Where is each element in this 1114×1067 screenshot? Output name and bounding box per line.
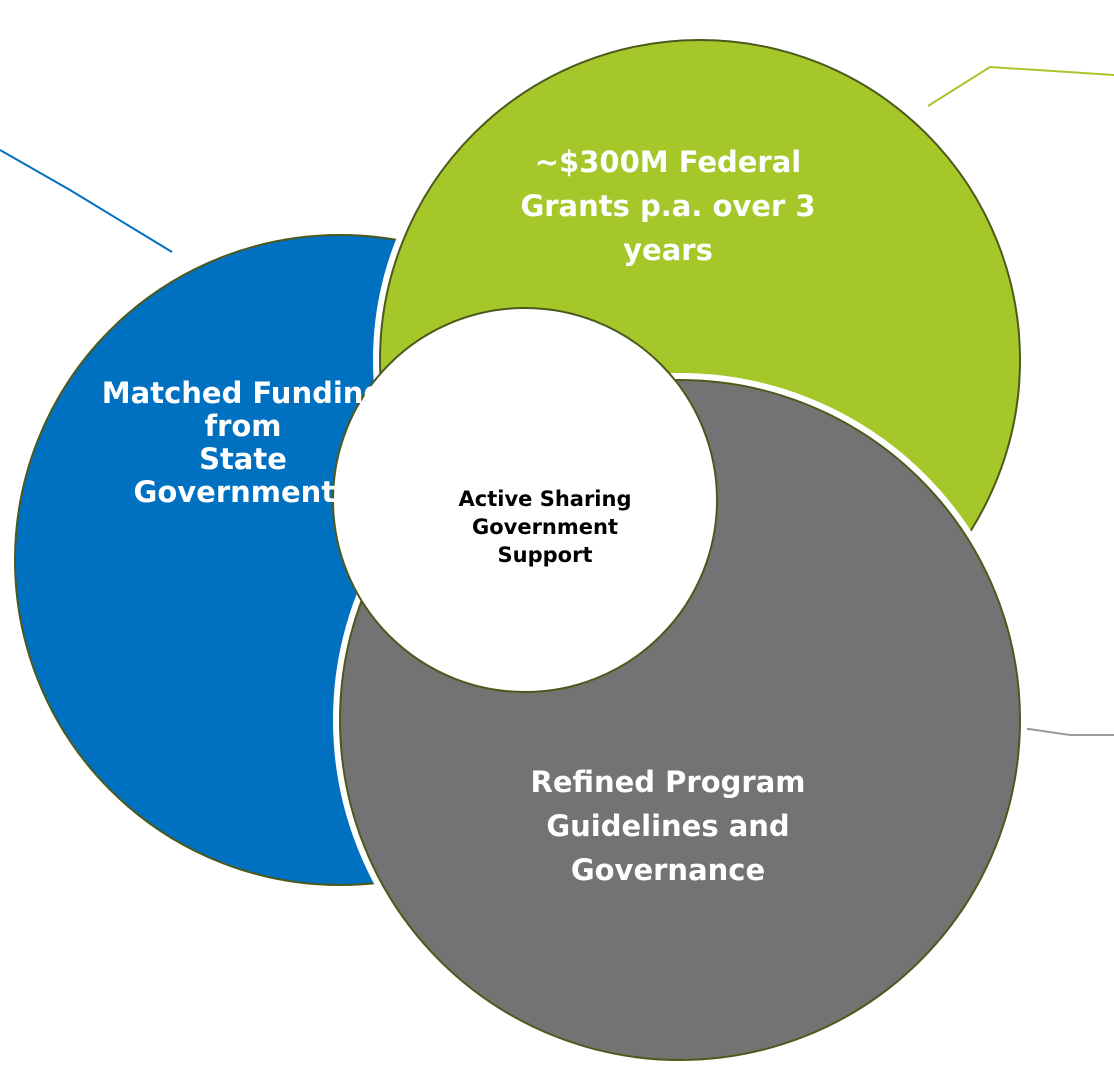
label-line: State [199,442,287,476]
label-line: Government [472,515,618,539]
label-line: Refined Program [531,765,806,799]
label-line: Matched Funding [102,376,384,410]
labels: ~$300M Federal Grants p.a. over 3 years Mat… [102,145,816,887]
connector [0,149,173,253]
connector [1021,727,1114,736]
label-line: Guidelines and [546,809,789,843]
label-line: Active Sharing [459,487,632,511]
center-circle [339,314,711,686]
label-line: Governments [134,475,353,509]
connector [927,65,1114,107]
label-line: ~$300M Federal [535,145,802,179]
label-line: Support [498,543,593,567]
label-line: from [204,409,281,443]
label-line: Grants p.a. over 3 [520,189,815,223]
label-line: years [623,233,713,267]
label-line: Governance [571,853,765,887]
